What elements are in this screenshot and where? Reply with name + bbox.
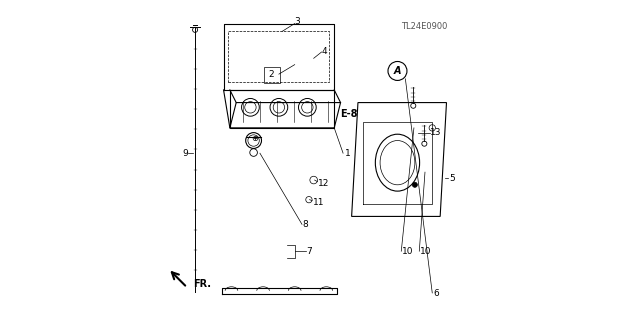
Text: 1: 1 — [345, 149, 351, 158]
Text: 12: 12 — [319, 179, 330, 188]
Text: 10: 10 — [420, 247, 431, 256]
Circle shape — [411, 103, 416, 108]
Text: A: A — [394, 66, 401, 76]
Text: 4: 4 — [321, 48, 327, 56]
Text: 10: 10 — [401, 247, 413, 256]
Text: 6: 6 — [433, 289, 439, 298]
Text: 8: 8 — [303, 220, 308, 229]
Text: 5: 5 — [449, 174, 455, 183]
Text: 13: 13 — [430, 128, 442, 137]
Circle shape — [412, 182, 417, 187]
Text: 3: 3 — [294, 18, 300, 26]
Text: 11: 11 — [313, 198, 324, 207]
Text: E-8: E-8 — [340, 109, 358, 119]
Text: 9: 9 — [182, 149, 188, 158]
Text: 7: 7 — [306, 247, 312, 256]
Text: TL24E0900: TL24E0900 — [401, 22, 447, 31]
Text: 2: 2 — [268, 70, 274, 78]
Text: ⊕: ⊕ — [252, 134, 259, 144]
Text: FR.: FR. — [193, 279, 211, 289]
Circle shape — [422, 141, 427, 146]
